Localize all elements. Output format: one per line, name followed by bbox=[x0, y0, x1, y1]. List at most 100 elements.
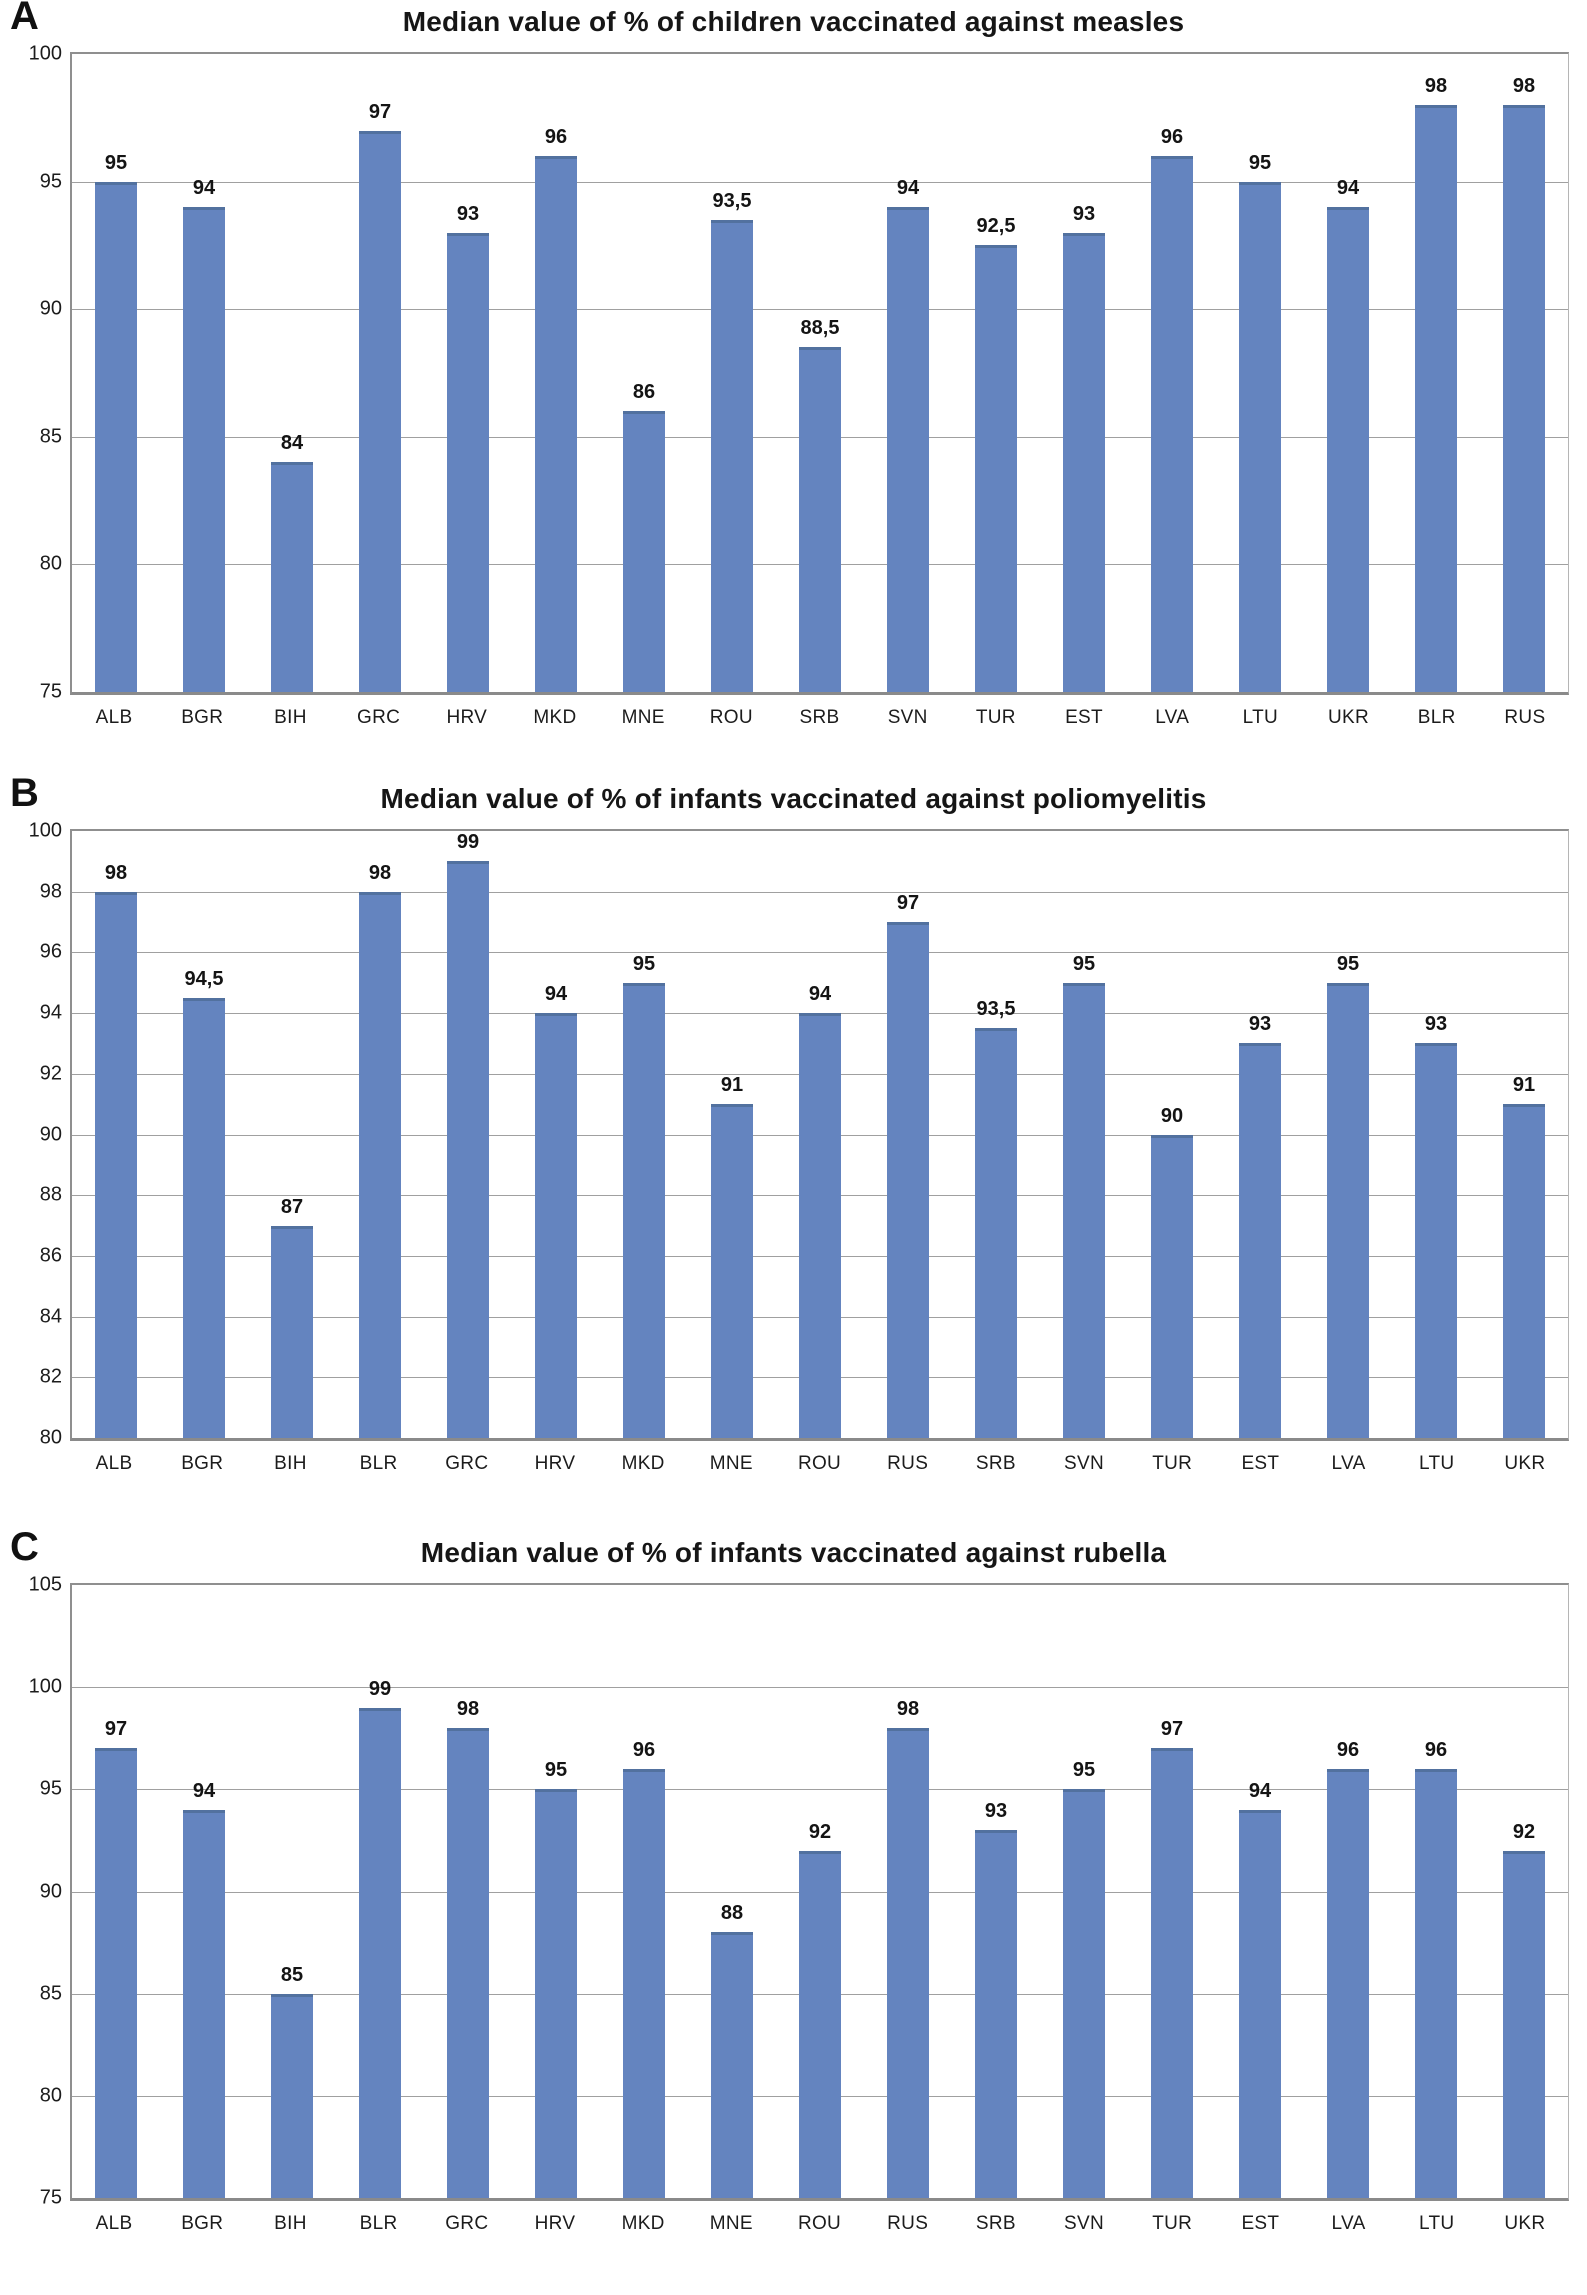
x-tick-label-bgr: BGR bbox=[181, 707, 224, 728]
x-tick-label-rus: RUS bbox=[1504, 707, 1546, 728]
bar-hrv bbox=[534, 1013, 577, 1438]
x-tick-label-hrv: HRV bbox=[446, 707, 488, 728]
bar-value-label: 84 bbox=[280, 432, 304, 455]
bar-value-label: 88 bbox=[720, 1902, 744, 1925]
bar-value-label: 98 bbox=[456, 1698, 480, 1721]
y-tick-label: 80 bbox=[39, 552, 62, 575]
bar-srb bbox=[975, 1830, 1017, 2198]
panel-header: A Median value of % of children vaccinat… bbox=[0, 0, 1587, 52]
bar-value-label: 92,5 bbox=[976, 215, 1016, 238]
x-tick-label-srb: SRB bbox=[975, 2213, 1016, 2234]
panel-letter-a: A bbox=[10, 0, 39, 38]
x-tick-label-bgr: BGR bbox=[181, 1453, 224, 1474]
x-tick-label-rus: RUS bbox=[887, 1453, 929, 1474]
gridline bbox=[72, 309, 1568, 311]
x-tick-label-hrv: HRV bbox=[534, 2213, 576, 2234]
x-tick-label-mkd: MKD bbox=[533, 707, 577, 728]
bar-value-label: 93 bbox=[1424, 1013, 1448, 1036]
bar-blr bbox=[359, 1707, 401, 2198]
bar-bih bbox=[270, 1993, 313, 2198]
x-axis-labels: ALB BGR BIH BLR GRC HRV MKD MNE ROU RUS SRB SVN TUR E… bbox=[70, 2201, 1569, 2241]
x-tick-label-grc: GRC bbox=[357, 707, 401, 728]
bar-bgr bbox=[182, 1809, 225, 2198]
y-tick-label: 98 bbox=[39, 880, 62, 903]
panel-measles: A Median value of % of children vaccinat… bbox=[0, 0, 1587, 735]
bar-value-label: 94 bbox=[544, 983, 568, 1006]
y-tick-label: 92 bbox=[39, 1062, 62, 1085]
bar-srb bbox=[799, 347, 841, 692]
bar-svn bbox=[887, 207, 929, 692]
bar-rus bbox=[887, 922, 929, 1438]
bar-bih bbox=[270, 1225, 313, 1438]
bar-mne bbox=[710, 1932, 753, 2198]
bar-value-label: 95 bbox=[104, 151, 128, 174]
bar-bgr bbox=[182, 207, 225, 692]
bar-bgr bbox=[182, 997, 225, 1438]
y-tick-label: 100 bbox=[28, 42, 62, 65]
y-tick-label: 80 bbox=[39, 2084, 62, 2107]
bar-value-label: 99 bbox=[456, 831, 480, 854]
bar-mkd bbox=[623, 1768, 665, 2198]
bar-est bbox=[1239, 1809, 1281, 2198]
x-tick-label-mkd: MKD bbox=[621, 1453, 665, 1474]
chart-title-measles: Median value of % of children vaccinated… bbox=[402, 6, 1185, 37]
bar-mkd bbox=[534, 156, 577, 692]
x-tick-label-bih: BIH bbox=[274, 707, 307, 728]
x-axis-labels: ALB BGR BIH GRC HRV MKD MNE ROU SRB SVN TUR EST LVA L… bbox=[70, 695, 1569, 735]
x-tick-label-svn: SVN bbox=[1064, 2213, 1104, 2234]
plot-wrap: 75 80 85 90 95 100 95 94 84 97 93 96 86 93,5 88,5 94 92,… bbox=[29, 43, 1569, 703]
bar-value-label: 98 bbox=[896, 1698, 920, 1721]
x-tick-label-srb: SRB bbox=[799, 707, 840, 728]
y-tick-label: 75 bbox=[39, 2186, 62, 2209]
bar-mne bbox=[710, 1104, 753, 1438]
bar-value-label: 86 bbox=[632, 381, 656, 404]
x-tick-label-svn: SVN bbox=[1064, 1453, 1104, 1474]
x-axis-labels: ALB BGR BIH BLR GRC HRV MKD MNE ROU RUS SRB SVN TUR E… bbox=[70, 1441, 1569, 1481]
y-tick-label: 94 bbox=[39, 1001, 62, 1024]
bar-value-label: 97 bbox=[104, 1718, 128, 1741]
bar-value-label: 95 bbox=[1248, 151, 1272, 174]
bar-grc bbox=[359, 130, 401, 692]
bar-value-label: 94 bbox=[192, 1779, 216, 1802]
bar-tur bbox=[1151, 1748, 1193, 2198]
x-tick-label-mne: MNE bbox=[709, 1453, 753, 1474]
bar-rou bbox=[710, 219, 753, 692]
x-tick-label-mkd: MKD bbox=[621, 2213, 665, 2234]
bar-value-label: 97 bbox=[368, 100, 392, 123]
y-tick-label: 88 bbox=[39, 1183, 62, 1206]
bar-value-label: 87 bbox=[280, 1195, 304, 1218]
y-tick-label: 100 bbox=[28, 819, 62, 842]
x-tick-label-mne: MNE bbox=[621, 707, 665, 728]
x-tick-label-est: EST bbox=[1065, 707, 1103, 728]
bar-lva bbox=[1151, 156, 1193, 692]
bar-value-label: 95 bbox=[1072, 952, 1096, 975]
bar-tur bbox=[975, 245, 1017, 692]
bar-value-label: 98 bbox=[1512, 75, 1536, 98]
y-tick-label: 90 bbox=[39, 1880, 62, 1902]
y-tick-label: 85 bbox=[39, 1982, 62, 2005]
y-tick-label: 95 bbox=[39, 170, 62, 193]
bar-svn bbox=[1063, 1789, 1105, 2198]
bar-ukr bbox=[1503, 1850, 1545, 2198]
bar-value-label: 94,5 bbox=[184, 967, 224, 990]
x-tick-label-rou: ROU bbox=[797, 1453, 842, 1474]
bar-value-label: 93 bbox=[1072, 202, 1096, 225]
bar-value-label: 95 bbox=[1072, 1759, 1096, 1782]
x-tick-label-lva: LVA bbox=[1155, 707, 1190, 728]
x-tick-label-bih: BIH bbox=[274, 2213, 307, 2234]
bar-value-label: 93,5 bbox=[976, 998, 1016, 1021]
bar-value-label: 99 bbox=[368, 1677, 392, 1700]
bar-value-label: 93 bbox=[1248, 1013, 1272, 1036]
x-tick-label-grc: GRC bbox=[445, 1453, 489, 1474]
bar-mkd bbox=[623, 982, 665, 1438]
bar-value-label: 92 bbox=[808, 1820, 832, 1843]
panel-letter-c: C bbox=[10, 1525, 39, 1569]
bar-value-label: 96 bbox=[1336, 1738, 1360, 1761]
y-tick-label: 80 bbox=[39, 1426, 62, 1449]
y-tick-label: 90 bbox=[39, 1123, 62, 1145]
chart-title-poliomyelitis: Median value of % of infants vaccinated … bbox=[380, 783, 1207, 814]
panel-header: B Median value of % of infants vaccinate… bbox=[0, 773, 1587, 829]
bar-alb bbox=[95, 891, 137, 1438]
bar-value-label: 94 bbox=[896, 177, 920, 200]
x-tick-label-rou: ROU bbox=[797, 2213, 842, 2234]
